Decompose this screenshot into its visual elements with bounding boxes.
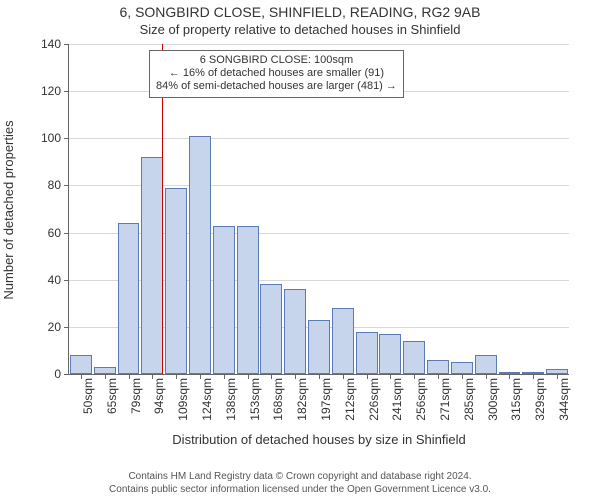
histogram-bar [475, 355, 497, 374]
x-tick-label: 212sqm [343, 374, 357, 421]
y-axis-label: Number of detached properties [1, 120, 16, 299]
y-tick-label: 60 [48, 226, 69, 240]
y-gridline [69, 44, 569, 45]
y-tick-label: 120 [41, 84, 69, 98]
caption-line2: Contains public sector information licen… [0, 483, 600, 496]
plot-area: 02040608010012014050sqm65sqm79sqm94sqm10… [68, 44, 569, 375]
histogram-bar [379, 334, 401, 374]
histogram-bar [94, 367, 116, 374]
x-tick-label: 153sqm [248, 374, 262, 421]
annotation-line-1: 6 SONGBIRD CLOSE: 100sqm [156, 54, 397, 67]
histogram-bar [213, 226, 235, 375]
x-tick-label: 197sqm [319, 374, 333, 421]
histogram-bar [260, 284, 282, 374]
x-tick-label: 226sqm [367, 374, 381, 421]
x-tick-label: 168sqm [271, 374, 285, 421]
x-tick-label: 300sqm [486, 374, 500, 421]
x-tick-label: 182sqm [295, 374, 309, 421]
chart-caption: Contains HM Land Registry data © Crown c… [0, 470, 600, 496]
y-gridline [69, 138, 569, 139]
chart-title-line1: 6, SONGBIRD CLOSE, SHINFIELD, READING, R… [0, 4, 600, 20]
x-tick-label: 79sqm [129, 374, 143, 414]
histogram-bar [308, 320, 330, 374]
x-tick-label: 50sqm [81, 374, 95, 414]
histogram-bar [189, 136, 211, 374]
x-tick-label: 256sqm [414, 374, 428, 421]
y-tick-label: 100 [41, 131, 69, 145]
histogram-bar [141, 157, 163, 374]
histogram-bar [70, 355, 92, 374]
histogram-bar [427, 360, 449, 374]
histogram-bar [284, 289, 306, 374]
histogram-bar [451, 362, 473, 374]
x-tick-label: 109sqm [176, 374, 190, 421]
x-tick-label: 138sqm [224, 374, 238, 421]
y-tick-label: 140 [41, 37, 69, 51]
x-tick-label: 94sqm [152, 374, 166, 414]
histogram-chart: 6, SONGBIRD CLOSE, SHINFIELD, READING, R… [0, 0, 600, 500]
histogram-bar [237, 226, 259, 375]
y-tick-label: 0 [54, 367, 69, 381]
y-tick-label: 20 [48, 320, 69, 334]
x-tick-label: 329sqm [533, 374, 547, 421]
caption-line1: Contains HM Land Registry data © Crown c… [0, 470, 600, 483]
x-tick-label: 285sqm [462, 374, 476, 421]
y-tick-label: 40 [48, 273, 69, 287]
x-tick-label: 271sqm [438, 374, 452, 421]
annotation-line-2: ← 16% of detached houses are smaller (91… [156, 67, 397, 80]
x-tick-label: 344sqm [557, 374, 571, 421]
histogram-bar [165, 188, 187, 374]
histogram-bar [118, 223, 140, 374]
annotation-line-3: 84% of semi-detached houses are larger (… [156, 80, 397, 93]
annotation-box: 6 SONGBIRD CLOSE: 100sqm← 16% of detache… [149, 50, 404, 98]
x-tick-label: 315sqm [509, 374, 523, 421]
histogram-bar [356, 332, 378, 374]
chart-title-line2: Size of property relative to detached ho… [0, 22, 600, 37]
histogram-bar [332, 308, 354, 374]
x-tick-label: 124sqm [200, 374, 214, 421]
x-axis-label: Distribution of detached houses by size … [69, 432, 569, 447]
y-tick-label: 80 [48, 178, 69, 192]
x-tick-label: 65sqm [105, 374, 119, 414]
histogram-bar [403, 341, 425, 374]
x-tick-label: 241sqm [390, 374, 404, 421]
